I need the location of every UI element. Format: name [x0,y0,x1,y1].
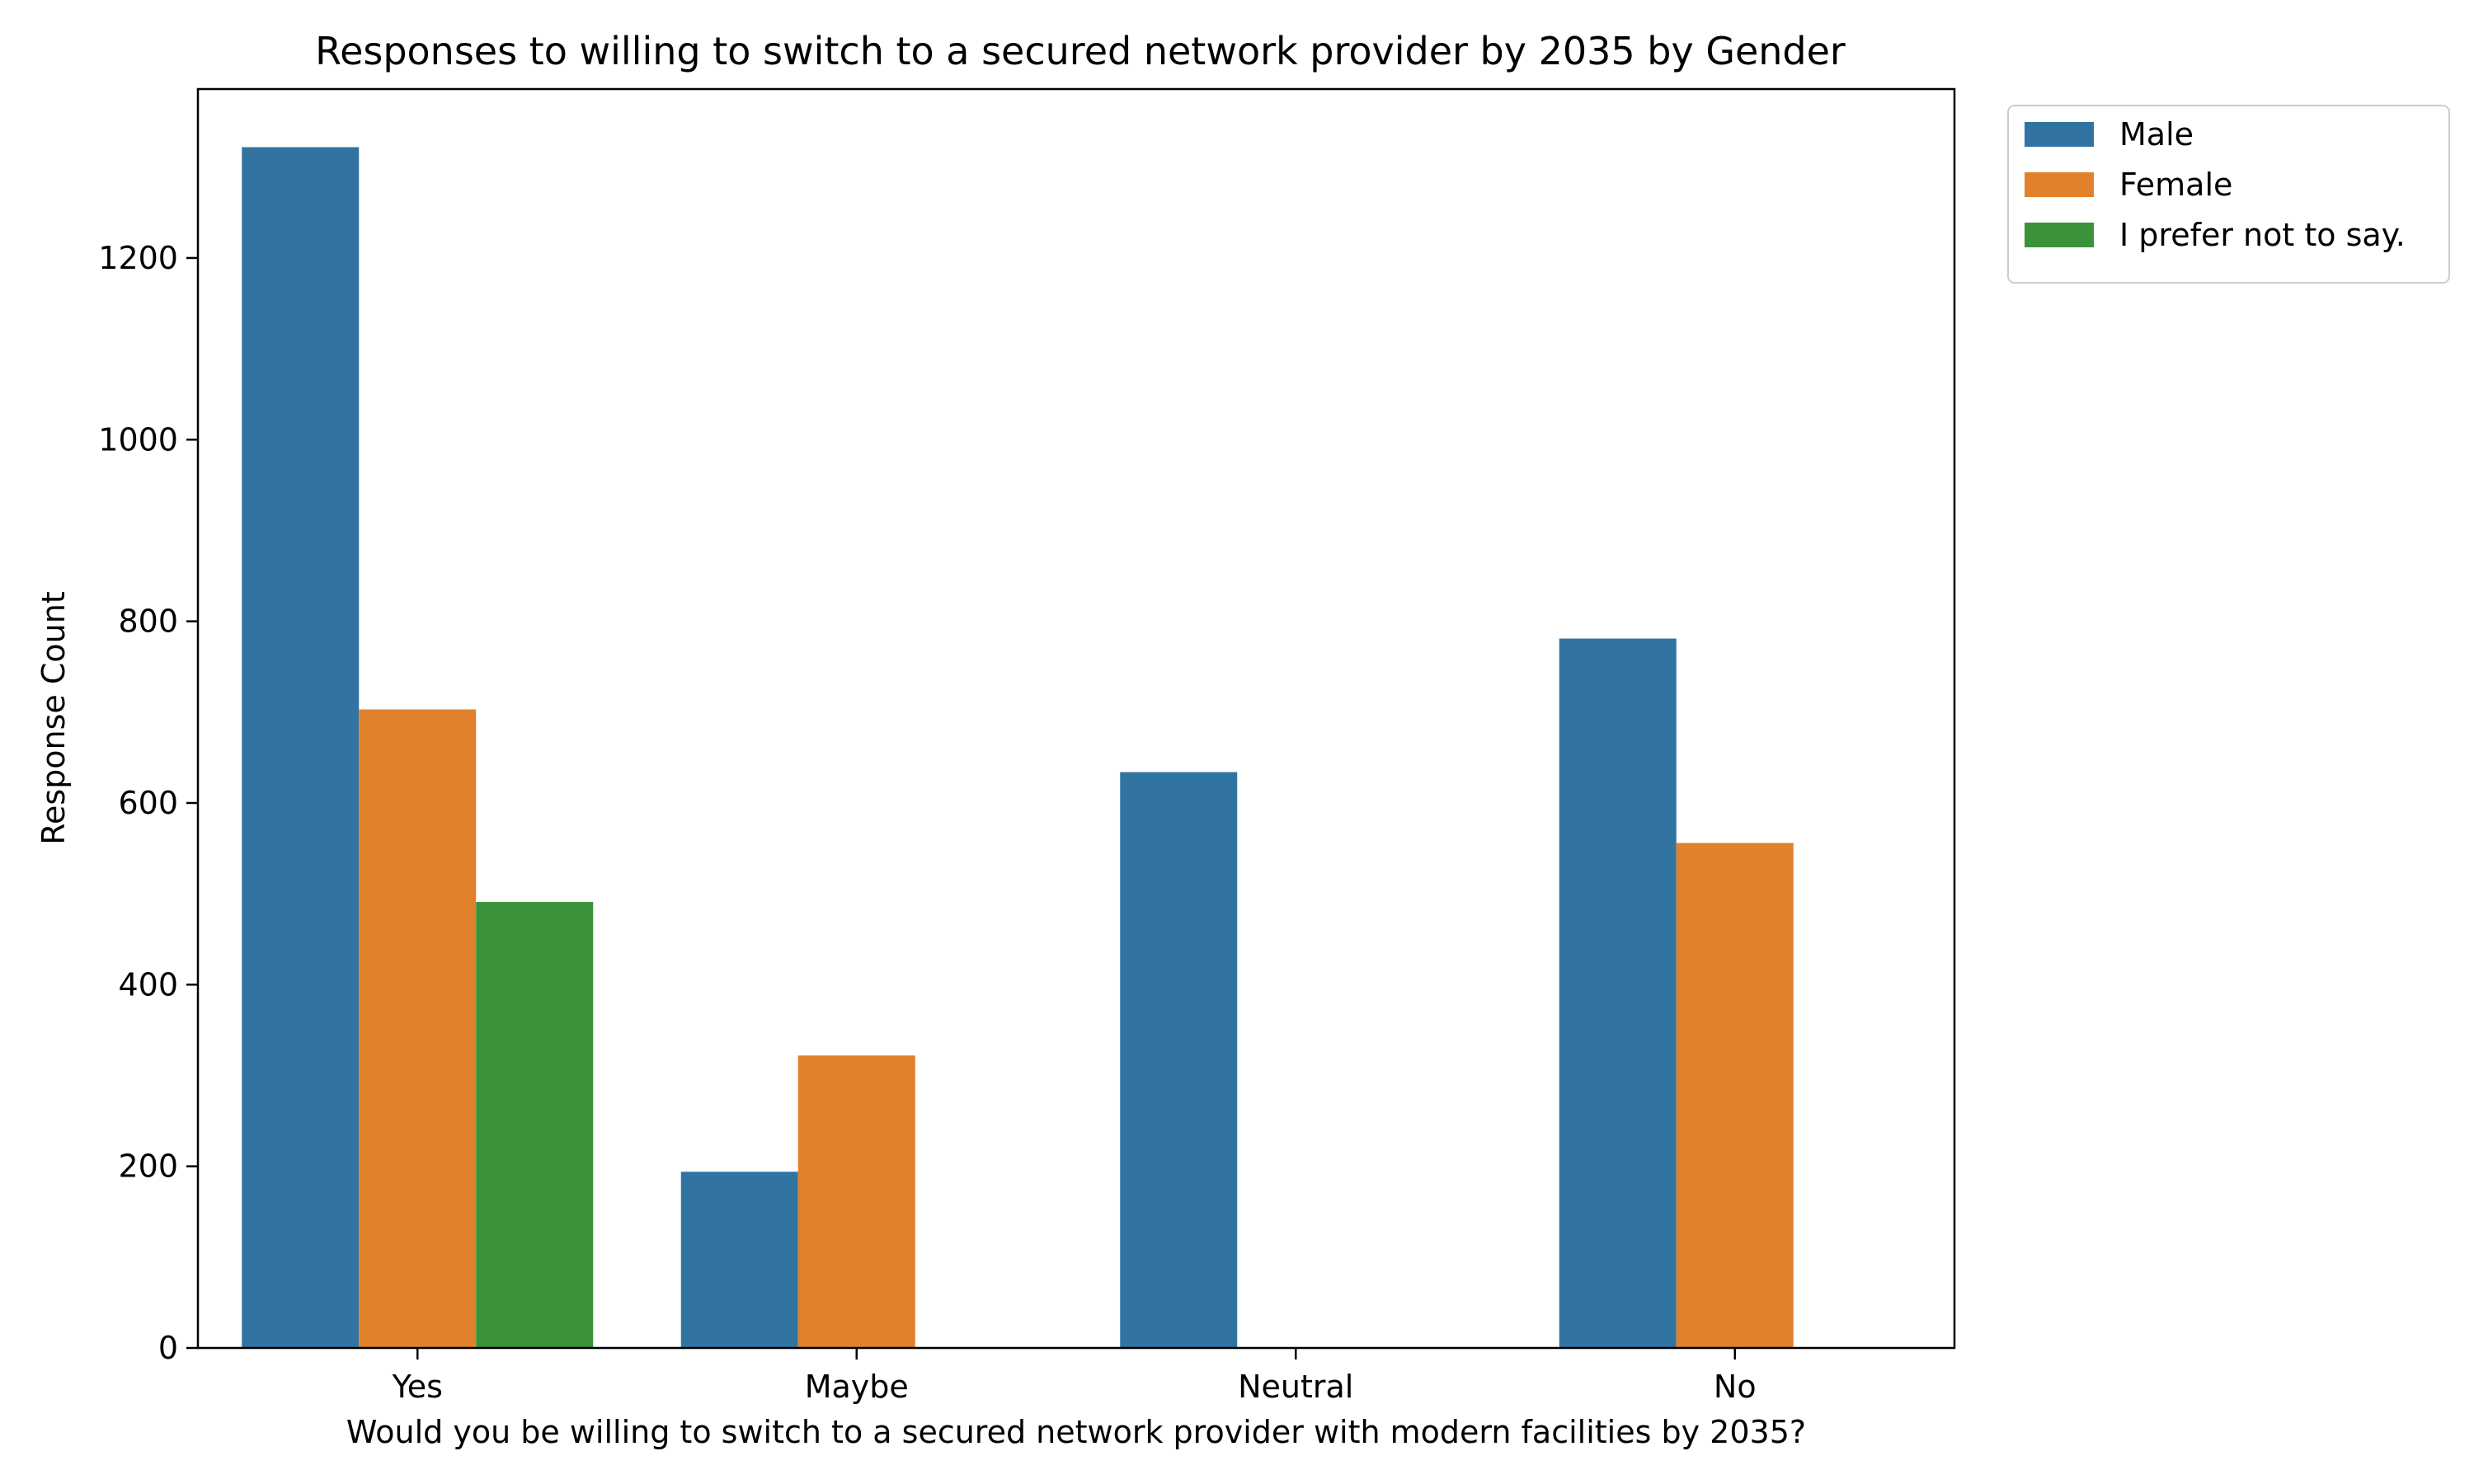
legend-swatch [2025,122,2094,147]
bar-male-no [1559,638,1677,1348]
y-axis: 0 200 400 600 800 1000 1200 [98,240,198,1366]
x-tick-label-maybe: Maybe [805,1369,909,1405]
legend: Male Female I prefer not to say. [2007,105,2450,284]
plot-frame [196,87,1956,1350]
y-tick-label: 600 [118,785,178,821]
bar-female-no [1676,843,1794,1348]
plot-area [242,147,1794,1348]
y-tick-label: 200 [118,1148,178,1185]
bar-i-prefer-not-to-say-yes [476,902,594,1348]
bar-male-maybe [680,1172,798,1348]
bar-female-yes [359,709,477,1348]
y-tick-label: 800 [118,603,178,640]
legend-swatch [2025,223,2094,247]
bar-male-neutral [1120,772,1238,1348]
bar-male-yes [242,147,360,1348]
chart-title: Responses to willing to switch to a secu… [315,29,1846,73]
legend-swatch [2025,172,2094,197]
x-tick-label-yes: Yes [392,1369,443,1405]
y-tick-label: 400 [118,966,178,1003]
bar-female-maybe [797,1055,915,1348]
y-tick-label: 0 [158,1330,178,1366]
y-axis-label: Response Count [35,591,72,844]
legend-frame [2007,105,2450,284]
x-axis: Yes Maybe Neutral No [392,1348,1757,1405]
y-tick-label: 1000 [98,421,178,458]
x-axis-label: Would you be willing to switch to a secu… [346,1414,1806,1450]
x-tick-label-no: No [1714,1369,1757,1405]
legend-label: Female [2119,167,2232,203]
legend-label: I prefer not to say. [2119,217,2406,253]
legend-label: Male [2119,116,2194,153]
x-tick-label-neutral: Neutral [1238,1369,1353,1405]
y-tick-label: 1200 [98,240,178,276]
